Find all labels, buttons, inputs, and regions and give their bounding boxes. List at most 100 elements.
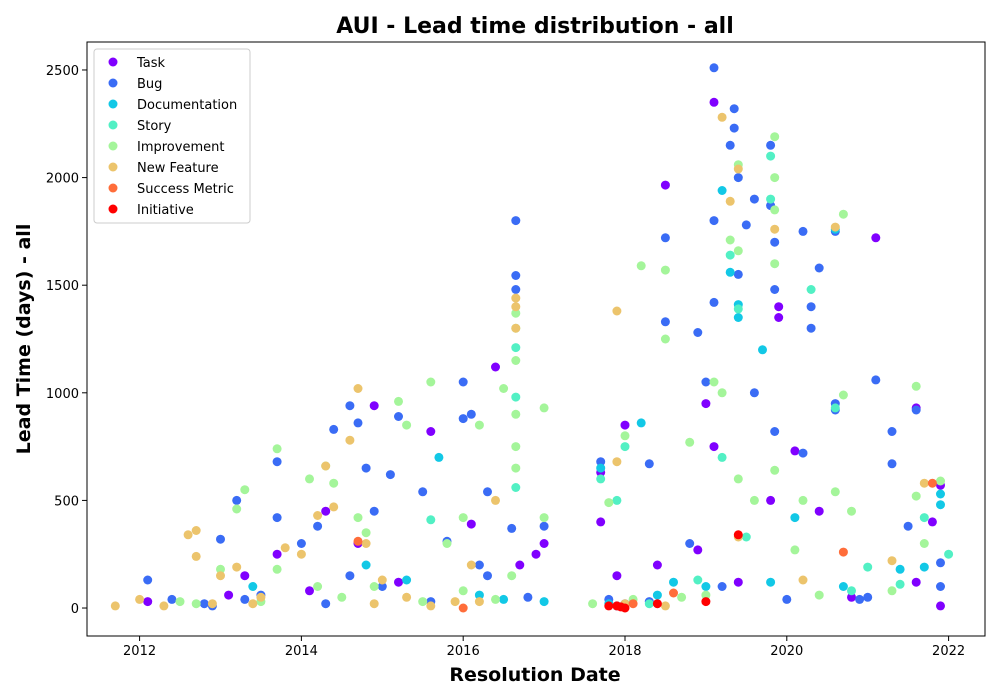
data-point bbox=[511, 442, 521, 452]
data-point bbox=[499, 594, 509, 604]
legend-label: Task bbox=[136, 56, 166, 71]
data-point bbox=[903, 521, 913, 531]
data-point bbox=[782, 594, 792, 604]
data-point bbox=[329, 478, 339, 488]
data-point bbox=[175, 597, 185, 607]
data-point bbox=[636, 261, 646, 271]
data-point bbox=[911, 381, 921, 391]
data-point bbox=[936, 476, 945, 486]
series-bug bbox=[143, 63, 945, 611]
data-point bbox=[604, 601, 614, 611]
data-point bbox=[588, 599, 598, 609]
data-point bbox=[466, 409, 476, 419]
data-point bbox=[272, 564, 282, 574]
data-point bbox=[620, 442, 630, 452]
legend-label: Success Metric bbox=[137, 182, 234, 197]
data-point bbox=[774, 313, 784, 322]
data-point bbox=[709, 442, 719, 452]
data-point bbox=[345, 571, 355, 581]
data-point bbox=[402, 420, 412, 430]
data-point bbox=[936, 601, 945, 611]
data-point bbox=[507, 523, 517, 533]
data-points bbox=[110, 63, 954, 613]
data-point bbox=[353, 418, 363, 428]
data-point bbox=[770, 205, 780, 215]
data-point bbox=[644, 599, 654, 609]
data-point bbox=[305, 474, 314, 484]
data-point bbox=[232, 495, 242, 505]
data-point bbox=[426, 427, 436, 436]
data-point bbox=[511, 343, 521, 353]
x-axis-label: Resolution Date bbox=[449, 664, 620, 686]
data-point bbox=[717, 186, 727, 195]
data-point bbox=[616, 602, 626, 612]
data-point bbox=[830, 487, 840, 497]
data-point bbox=[345, 401, 355, 411]
y-tick-label: 2000 bbox=[46, 172, 79, 187]
data-point bbox=[733, 269, 743, 279]
data-point bbox=[863, 562, 873, 572]
data-point bbox=[725, 235, 735, 245]
data-point bbox=[677, 592, 687, 602]
data-point bbox=[847, 592, 856, 602]
x-tick-label: 2022 bbox=[932, 644, 965, 659]
data-point bbox=[596, 517, 606, 527]
data-point bbox=[167, 594, 177, 604]
data-point bbox=[511, 285, 521, 294]
data-point bbox=[669, 577, 678, 587]
data-point bbox=[394, 577, 403, 587]
legend-marker bbox=[108, 99, 118, 109]
data-point bbox=[790, 545, 800, 555]
data-point bbox=[806, 302, 816, 312]
data-point bbox=[361, 463, 371, 473]
legend-item: Documentation bbox=[108, 98, 237, 113]
data-point bbox=[458, 513, 468, 523]
data-point bbox=[531, 549, 541, 559]
data-point bbox=[511, 483, 521, 492]
data-point bbox=[377, 575, 387, 585]
data-point bbox=[790, 513, 800, 523]
data-point bbox=[191, 526, 201, 535]
data-point bbox=[474, 590, 484, 600]
data-point bbox=[636, 418, 646, 428]
legend-label: Initiative bbox=[137, 203, 194, 218]
data-point bbox=[895, 564, 905, 574]
legend-label: New Feature bbox=[137, 161, 219, 176]
data-point bbox=[612, 571, 622, 581]
data-point bbox=[770, 285, 780, 294]
x-tick-label: 2018 bbox=[608, 644, 641, 659]
data-point bbox=[725, 196, 735, 206]
data-point bbox=[766, 495, 776, 505]
data-point bbox=[927, 517, 937, 527]
data-point bbox=[798, 226, 808, 236]
data-point bbox=[766, 140, 776, 150]
data-point bbox=[511, 409, 521, 419]
data-point bbox=[733, 304, 743, 314]
data-point bbox=[652, 560, 662, 570]
series-improvement bbox=[175, 132, 945, 609]
data-point bbox=[709, 63, 719, 73]
data-point bbox=[458, 586, 468, 596]
legend-marker bbox=[108, 57, 118, 67]
data-point bbox=[491, 362, 500, 372]
data-point bbox=[216, 534, 225, 544]
data-point bbox=[749, 194, 759, 204]
x-axis: 2012 2014 2016 2018 2020 2022 bbox=[123, 636, 965, 659]
data-point bbox=[511, 302, 521, 312]
data-point bbox=[224, 590, 234, 600]
data-point bbox=[855, 594, 865, 604]
data-point bbox=[110, 601, 120, 611]
data-point bbox=[272, 513, 282, 523]
data-point bbox=[491, 495, 500, 505]
data-point bbox=[596, 457, 606, 467]
data-point bbox=[434, 452, 444, 462]
y-tick-label: 2500 bbox=[46, 64, 79, 79]
series-new-feature bbox=[110, 112, 929, 611]
data-point bbox=[418, 597, 428, 607]
data-point bbox=[838, 582, 848, 591]
data-point bbox=[361, 560, 371, 570]
data-point bbox=[927, 478, 937, 488]
data-point bbox=[733, 164, 743, 174]
series-story bbox=[426, 151, 954, 609]
